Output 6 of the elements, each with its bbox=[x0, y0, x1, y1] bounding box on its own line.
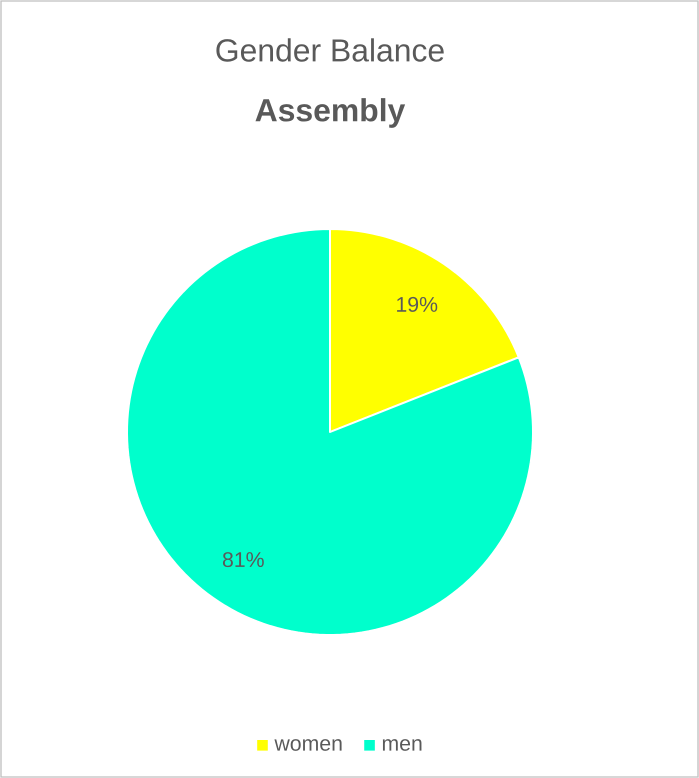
legend-label: men bbox=[382, 739, 422, 751]
legend-label: women bbox=[274, 739, 342, 751]
chart-subtitle: Assembly bbox=[255, 98, 406, 128]
data-label: 81% bbox=[222, 552, 264, 568]
chart-title: Gender Balance bbox=[216, 38, 444, 62]
data-label: 19% bbox=[397, 296, 438, 312]
